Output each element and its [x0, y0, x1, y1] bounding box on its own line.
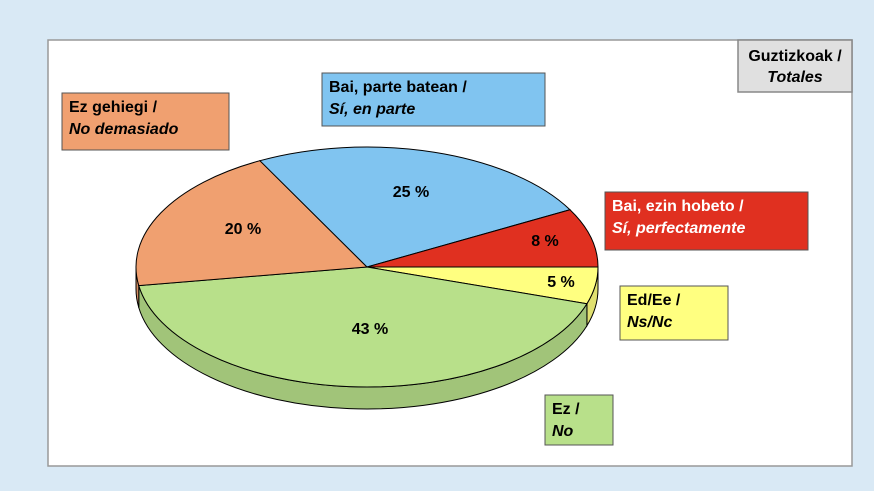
slice-side-shade: [586, 267, 598, 326]
category-label: No demasiado: [69, 121, 179, 138]
slice: [135, 160, 369, 287]
label-box: [61, 92, 230, 151]
data-label: 43 %: [352, 321, 388, 338]
title-box: [737, 39, 853, 93]
chart-title: Totales: [767, 69, 823, 86]
category-label: Bai, ezin hobeto /: [612, 198, 744, 215]
category-label: Ez /: [552, 401, 580, 418]
category-label: Bai, parte batean /: [329, 79, 467, 96]
category-label: Sí, perfectamente: [612, 220, 745, 237]
label-box: [619, 285, 729, 341]
label-box: [321, 72, 546, 127]
slice: [138, 266, 588, 388]
slice: [366, 209, 599, 268]
slice: [258, 146, 571, 268]
category-label: Ez gehiegi /: [69, 99, 158, 116]
label-box: [604, 191, 809, 251]
category-label: Ed/Ee /: [627, 292, 681, 309]
chart-title: Guztizkoak /: [748, 48, 842, 65]
label-box: [544, 394, 614, 446]
data-label: 20 %: [225, 221, 261, 238]
data-label: 5 %: [547, 274, 575, 291]
data-label: 8 %: [531, 233, 559, 250]
category-label: No: [552, 423, 574, 440]
slice-side-shade: [138, 285, 587, 410]
data-label: 25 %: [393, 184, 429, 201]
category-label: Ns/Nc: [627, 314, 672, 331]
category-label: Sí, en parte: [329, 101, 415, 118]
